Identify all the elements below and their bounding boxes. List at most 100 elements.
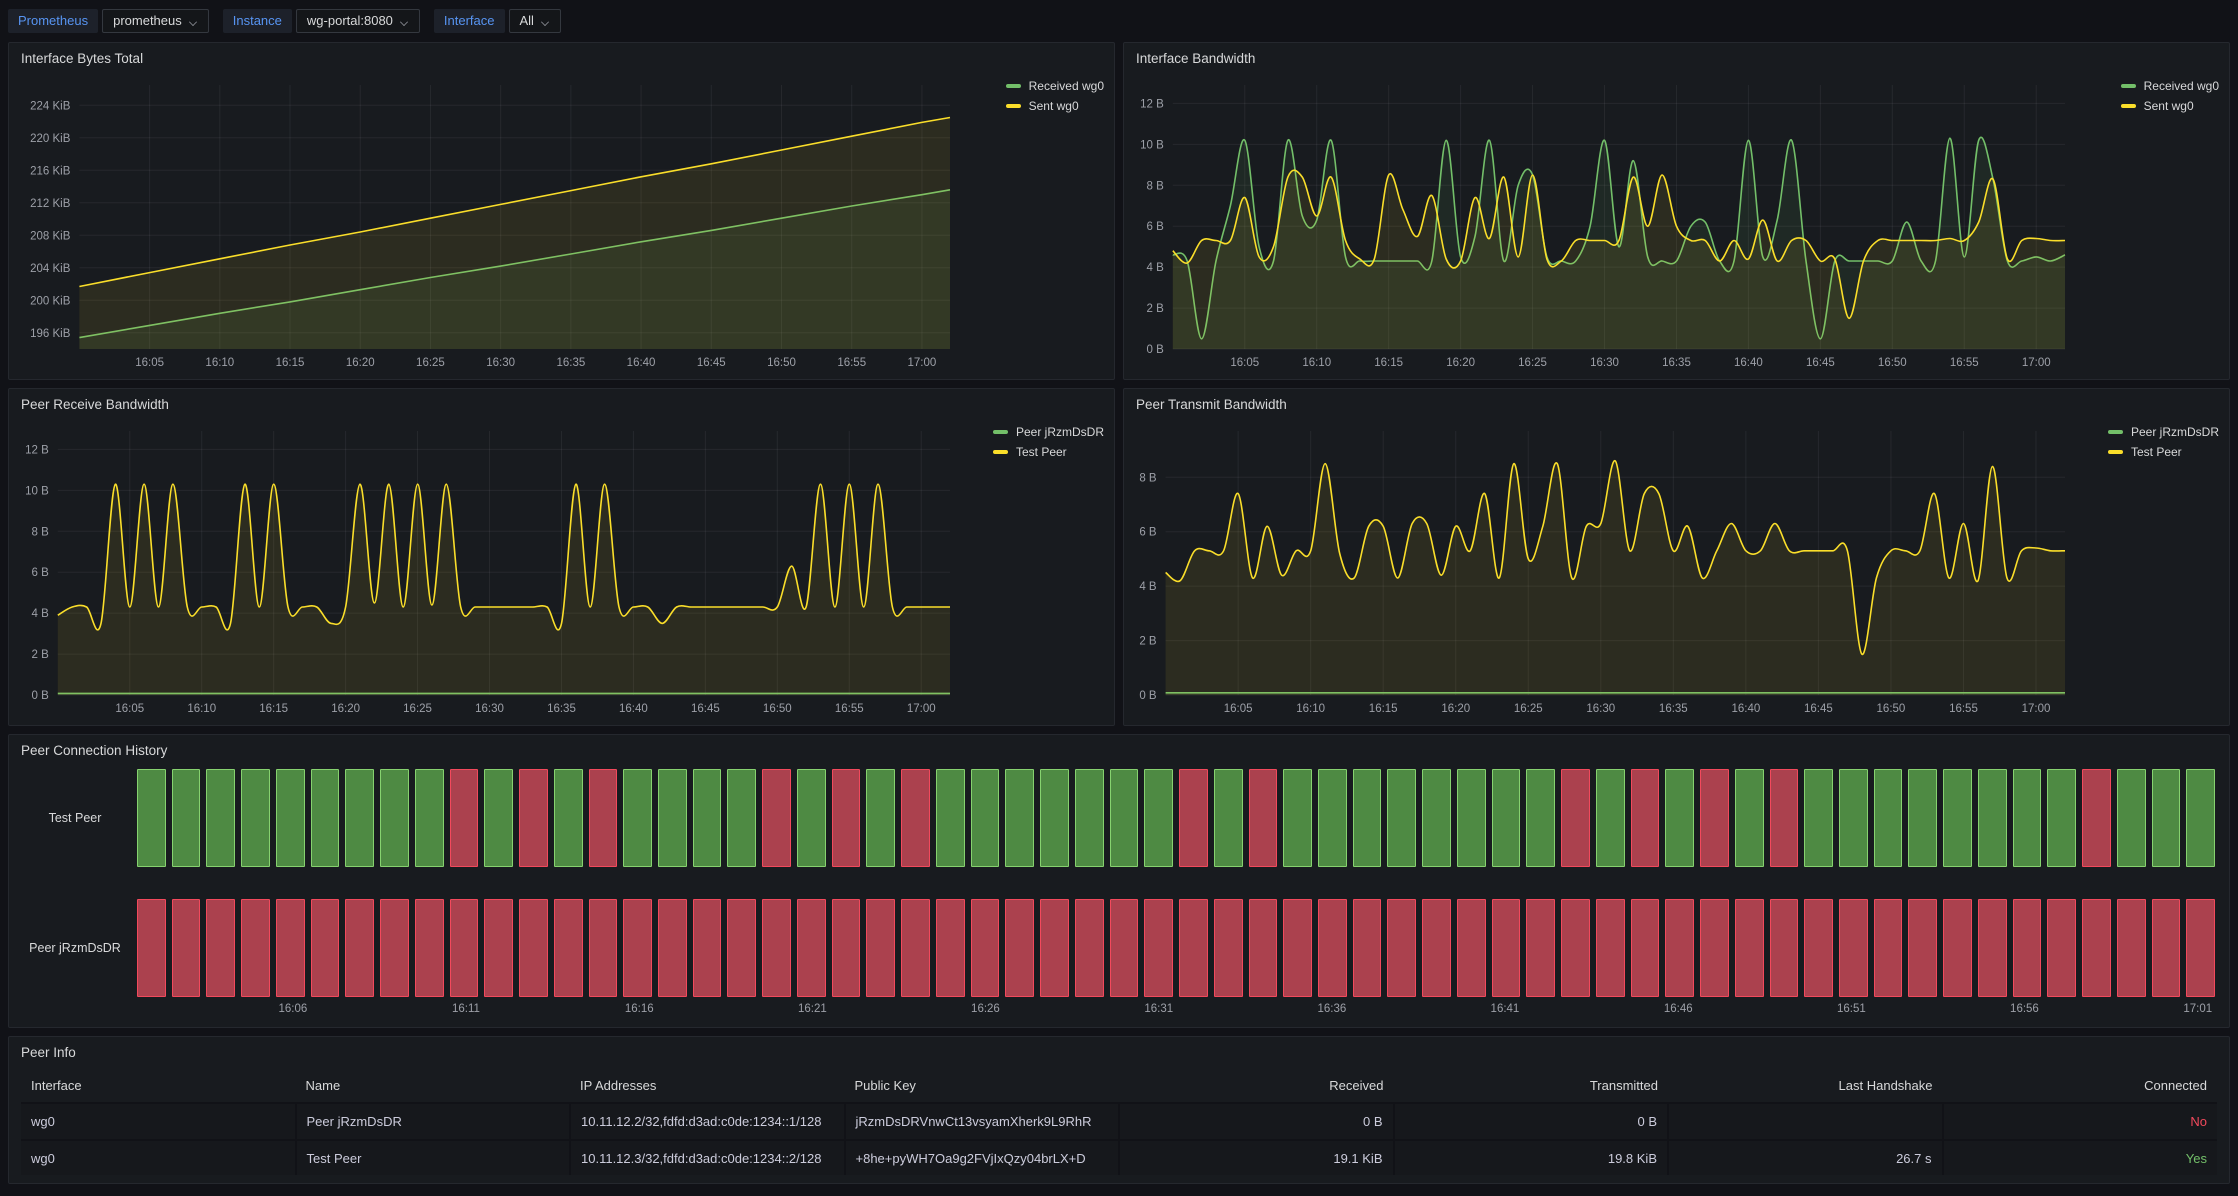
timeline-state-disconnected bbox=[380, 899, 409, 997]
legend-item-peer-jrzmdsdr[interactable]: Peer jRzmDsDR bbox=[992, 425, 1104, 439]
timeline-state-disconnected bbox=[1700, 769, 1729, 867]
panel-title[interactable]: Peer Info bbox=[21, 1045, 76, 1060]
timeline-state-disconnected bbox=[449, 769, 479, 867]
legend-item-sent-wg0[interactable]: Sent wg0 bbox=[2120, 99, 2219, 113]
chart-svg: 0 B 2 B 4 B 6 B 8 B 10 B 12 B 16:05 16:10 16:15 16… bbox=[25, 431, 951, 715]
timeline-state-connected bbox=[1456, 769, 1486, 867]
timeline-state-connected bbox=[1144, 769, 1174, 867]
timeline-state-disconnected bbox=[692, 899, 722, 997]
svg-text:16:25: 16:25 bbox=[1518, 357, 1547, 369]
timeline-state-connected bbox=[484, 769, 514, 867]
svg-text:16:15: 16:15 bbox=[259, 703, 288, 715]
timeline-state-connected bbox=[1943, 769, 1972, 867]
cell-ip-addresses: 10.11.12.3/32,fdfd:d3ad:c0de:1234::2/128 bbox=[570, 1139, 846, 1175]
svg-text:4 B: 4 B bbox=[1147, 262, 1165, 274]
timeline-state-connected bbox=[1005, 769, 1035, 867]
variable-instance-value: wg-portal:8080 bbox=[306, 13, 393, 28]
variable-interface-label: Interface bbox=[433, 9, 505, 33]
svg-text:16:25: 16:25 bbox=[403, 703, 432, 715]
timeline-state-disconnected bbox=[658, 899, 687, 997]
panel-title[interactable]: Peer Transmit Bandwidth bbox=[1136, 397, 1287, 412]
timeline-state-disconnected bbox=[1179, 769, 1208, 867]
chart-canvas-peer-transmit-bandwidth[interactable]: 0 B 2 B 4 B 6 B 8 B 16:05 16:10 16:15 16:20 16:25… bbox=[1130, 419, 2071, 719]
svg-text:16:05: 16:05 bbox=[135, 357, 164, 369]
legend-item-sent-wg0[interactable]: Sent wg0 bbox=[1005, 99, 1104, 113]
timeline-state-connected bbox=[1838, 769, 1868, 867]
svg-text:16:50: 16:50 bbox=[763, 703, 792, 715]
column-header-last-handshake[interactable]: Last Handshake bbox=[1838, 1078, 1933, 1093]
variable-prometheus-label: Prometheus bbox=[8, 9, 99, 33]
legend-item-test-peer[interactable]: Test Peer bbox=[992, 445, 1104, 459]
legend-label: Test Peer bbox=[2130, 445, 2182, 459]
chevron-down-icon bbox=[189, 15, 198, 24]
svg-text:16:40: 16:40 bbox=[627, 357, 656, 369]
svg-text:16:50: 16:50 bbox=[1878, 357, 1907, 369]
timeline-state-disconnected bbox=[1283, 899, 1312, 997]
column-header-transmitted[interactable]: Transmitted bbox=[1589, 1078, 1658, 1093]
state-timeline-axis: 16:06 16:11 16:16 16:21 16:26 16:31 16:36 16:41… bbox=[137, 1003, 2215, 1021]
chart-legend: Peer jRzmDsDR Test Peer bbox=[2107, 425, 2219, 459]
panel-title[interactable]: Peer Connection History bbox=[21, 743, 168, 758]
svg-text:17:00: 17:00 bbox=[907, 703, 936, 715]
variable-instance-select[interactable]: wg-portal:8080 bbox=[295, 9, 420, 33]
column-header-interface[interactable]: Interface bbox=[31, 1078, 82, 1093]
chart-canvas-peer-receive-bandwidth[interactable]: 0 B 2 B 4 B 6 B 8 B 10 B 12 B 16:05 16:10 16:15 16… bbox=[15, 419, 956, 719]
timeline-state-disconnected bbox=[2082, 899, 2111, 997]
timeline-state-connected bbox=[2012, 769, 2042, 867]
panel-title[interactable]: Peer Receive Bandwidth bbox=[21, 397, 169, 412]
svg-text:16:50: 16:50 bbox=[1877, 703, 1906, 715]
legend-item-test-peer[interactable]: Test Peer bbox=[2107, 445, 2219, 459]
legend-item-received-wg0[interactable]: Received wg0 bbox=[1005, 79, 1104, 93]
svg-text:2 B: 2 B bbox=[1139, 636, 1157, 648]
timeline-axis-tick: 16:21 bbox=[797, 1003, 827, 1015]
legend-item-received-wg0[interactable]: Received wg0 bbox=[2120, 79, 2219, 93]
legend-label: Received wg0 bbox=[1028, 79, 1104, 93]
timeline-bars bbox=[137, 899, 2216, 997]
panel-title[interactable]: Interface Bytes Total bbox=[21, 51, 144, 66]
timeline-state-disconnected bbox=[1977, 899, 2007, 997]
timeline-axis-tick: 16:56 bbox=[2010, 1003, 2039, 1015]
svg-text:16:20: 16:20 bbox=[1441, 703, 1470, 715]
timeline-state-connected bbox=[380, 769, 409, 867]
legend-swatch bbox=[1005, 104, 1021, 108]
timeline-row-label: Peer jRzmDsDR bbox=[29, 941, 121, 955]
svg-text:16:05: 16:05 bbox=[1224, 703, 1253, 715]
variable-interface-select[interactable]: All bbox=[508, 9, 561, 33]
column-header-ip-addresses[interactable]: IP Addresses bbox=[580, 1078, 657, 1093]
timeline-state-disconnected bbox=[1630, 899, 1660, 997]
column-header-connected[interactable]: Connected bbox=[2144, 1078, 2207, 1093]
chart-canvas-interface-bandwidth[interactable]: 0 B 2 B 4 B 6 B 8 B 10 B 12 B 16:05 16:10 16:15 16… bbox=[1130, 73, 2071, 373]
timeline-state-disconnected bbox=[2082, 769, 2111, 867]
panel-title[interactable]: Interface Bandwidth bbox=[1136, 51, 1256, 66]
column-header-name[interactable]: Name bbox=[305, 1078, 341, 1093]
timeline-state-disconnected bbox=[1908, 899, 1938, 997]
chart-canvas-interface-bytes-total[interactable]: 196 KiB 200 KiB 204 KiB 208 KiB 212 KiB 216 K… bbox=[15, 73, 956, 373]
timeline-state-connected bbox=[1109, 769, 1139, 867]
series-line-sent-wg0 bbox=[1172, 169, 2066, 320]
timeline-state-disconnected bbox=[1387, 899, 1417, 997]
svg-text:6 B: 6 B bbox=[32, 567, 50, 579]
svg-text:16:10: 16:10 bbox=[1302, 357, 1331, 369]
timeline-state-connected bbox=[866, 769, 896, 867]
legend-item-peer-jrzmdsdr[interactable]: Peer jRzmDsDR bbox=[2107, 425, 2219, 439]
timeline-state-disconnected bbox=[414, 899, 444, 997]
timeline-state-disconnected bbox=[1943, 899, 1972, 997]
column-header-received[interactable]: Received bbox=[1329, 1078, 1384, 1093]
timeline-state-connected bbox=[1491, 769, 1521, 867]
timeline-state-connected bbox=[1908, 769, 1938, 867]
svg-text:2 B: 2 B bbox=[32, 649, 50, 661]
svg-text:16:45: 16:45 bbox=[1806, 357, 1835, 369]
series-line-test-peer bbox=[1165, 460, 2066, 656]
chevron-down-icon bbox=[541, 15, 550, 24]
cell-connected: No bbox=[1942, 1102, 2217, 1140]
timeline-state-disconnected bbox=[519, 899, 548, 997]
variable-prometheus-select[interactable]: prometheus bbox=[102, 9, 209, 33]
svg-text:16:15: 16:15 bbox=[1369, 703, 1398, 715]
state-timeline[interactable]: Test Peer Peer jRzmDsDR bbox=[21, 769, 2216, 997]
timeline-state-disconnected bbox=[449, 899, 479, 997]
legend-label: Received wg0 bbox=[2143, 79, 2219, 93]
timeline-state-connected bbox=[1074, 769, 1104, 867]
column-header-public-key[interactable]: Public Key bbox=[854, 1078, 916, 1093]
cell-last-handshake bbox=[1668, 1102, 1944, 1140]
panel-peer-receive-bandwidth: Peer Receive Bandwidth 0 B 2 B 4 B 6 B 8 B 10… bbox=[8, 388, 1115, 726]
